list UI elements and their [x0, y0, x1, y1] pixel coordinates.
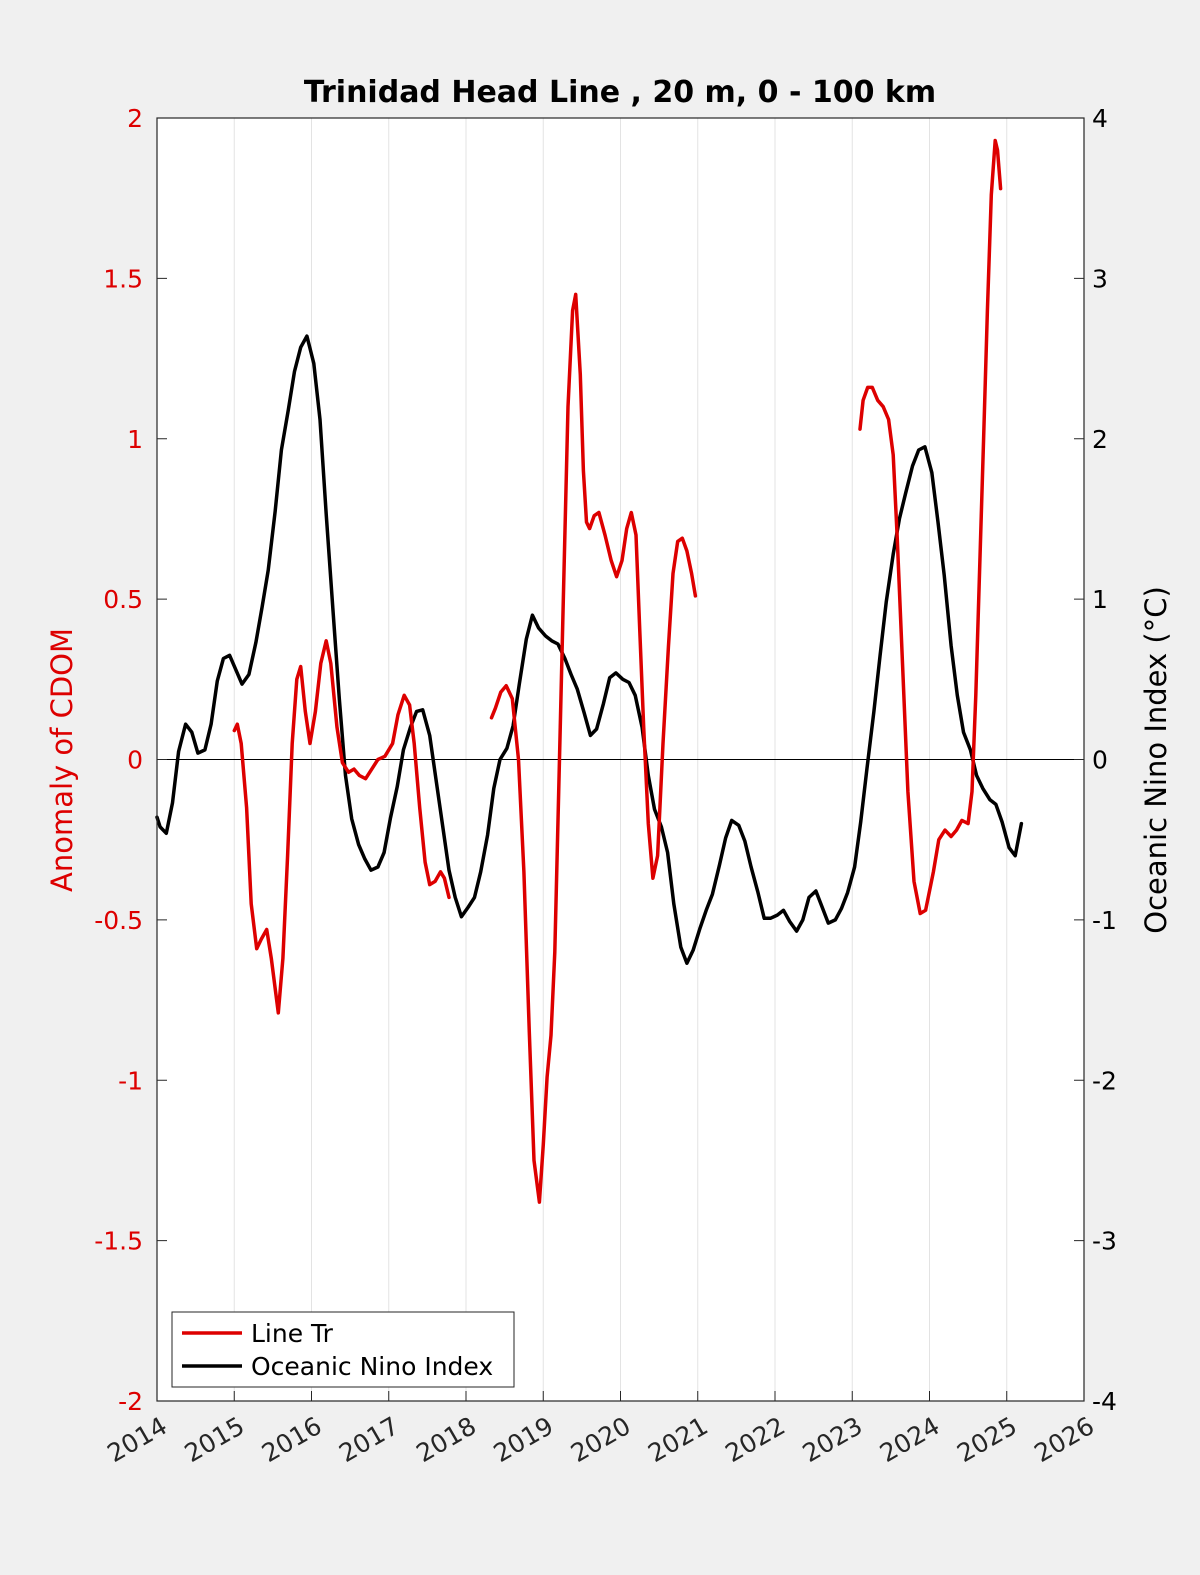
series-line-line-tr [858, 138, 1003, 916]
y-right-tick-label: 0 [1092, 746, 1108, 775]
y-right-tick-label: -3 [1092, 1227, 1117, 1256]
y-right-tick-label: -2 [1092, 1066, 1117, 1095]
y-left-tick-label: 1.5 [103, 264, 143, 293]
y-right-tick-label: 1 [1092, 585, 1108, 614]
y-left-tick-label: -2 [118, 1387, 143, 1416]
y-left-tick-label: -1.5 [94, 1227, 143, 1256]
y-right-tick-label: 2 [1092, 425, 1108, 454]
chart-title: Trinidad Head Line , 20 m, 0 - 100 km [304, 75, 936, 110]
y-left-tick-label: -0.5 [94, 906, 143, 935]
y-left-tick-label: 2 [127, 104, 143, 133]
y-right-axis-title: Oceanic Nino Index (°C) [1139, 586, 1173, 934]
y-left-axis-title: Anomaly of CDOM [45, 628, 79, 892]
series-line-oceanic-nino-index [155, 334, 1024, 965]
y-right-tick-label: 4 [1092, 104, 1108, 133]
legend-label-line-tr: Line Tr [251, 1319, 334, 1348]
series-layer [155, 138, 1024, 1204]
series-line-line-tr [489, 292, 698, 1204]
y-left-tick-label: 1 [127, 425, 143, 454]
legend: Line Tr Oceanic Nino Index [171, 1311, 515, 1388]
y-left-tick-label: 0 [127, 746, 143, 775]
y-left-tick-label: 0.5 [103, 585, 143, 614]
y-right-tick-label: -4 [1092, 1387, 1117, 1416]
legend-label-oceanic-nino-index: Oceanic Nino Index [251, 1352, 493, 1381]
series-line-line-tr [232, 639, 451, 1015]
legend-box [171, 1311, 515, 1388]
y-right-tick-label: -1 [1092, 906, 1117, 935]
y-right-tick-label: 3 [1092, 264, 1108, 293]
y-left-tick-label: -1 [118, 1066, 143, 1095]
